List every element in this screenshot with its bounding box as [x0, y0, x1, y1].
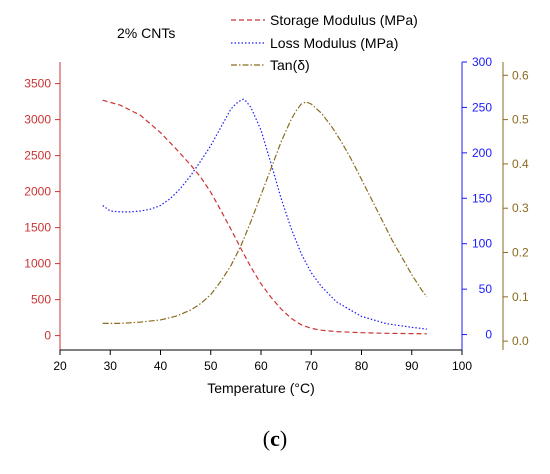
loss-axis-tick-label: 250 — [472, 100, 492, 114]
left-axis-tick-label: 3000 — [24, 113, 51, 127]
x-axis-tick-label: 50 — [204, 359, 218, 373]
loss-axis-tick-label: 0 — [485, 328, 492, 342]
x-axis-title: Temperature (°C) — [207, 380, 315, 396]
loss-axis-tick-label: 50 — [479, 282, 493, 296]
x-axis-tick-label: 60 — [254, 359, 268, 373]
tan-axis-tick-label: 0.5 — [512, 113, 529, 127]
x-axis-tick-label: 40 — [154, 359, 168, 373]
tan-axis-tick-label: 0.4 — [512, 157, 529, 171]
left-axis-tick-label: 1500 — [24, 221, 51, 235]
panel-label-open: ( — [262, 426, 271, 451]
panel-label: (c) — [0, 426, 550, 452]
loss-axis-tick-label: 100 — [472, 237, 492, 251]
left-axis-tick-label: 3500 — [24, 77, 51, 91]
panel-label-letter: c — [270, 426, 280, 451]
x-axis-tick-label: 80 — [355, 359, 369, 373]
loss-axis-tick-label: 150 — [472, 191, 492, 205]
tan-axis-tick-label: 0.2 — [512, 246, 529, 260]
series-line-loss — [102, 98, 427, 330]
x-axis-tick-label: 30 — [104, 359, 118, 373]
tan-axis-tick-label: 0.6 — [512, 68, 529, 82]
left-axis-tick-label: 1000 — [24, 257, 51, 271]
tan-axis-tick-label: 0.3 — [512, 201, 529, 215]
series-line-tan — [102, 101, 428, 324]
left-axis-tick-label: 500 — [31, 293, 51, 307]
tan-axis-tick-label: 0.1 — [512, 290, 529, 304]
legend-label-storage: Storage Modulus (MPa) — [270, 12, 418, 28]
legend-label-loss: Loss Modulus (MPa) — [270, 35, 398, 51]
series-line-storage — [102, 99, 427, 335]
x-axis-tick-label: 70 — [305, 359, 319, 373]
loss-axis-tick-label: 300 — [472, 55, 492, 69]
panel-label-close: ) — [279, 426, 288, 451]
left-axis-tick-label: 2000 — [24, 185, 51, 199]
x-axis-tick-label: 20 — [53, 359, 67, 373]
x-axis-tick-label: 100 — [452, 359, 472, 373]
legend-label-tan: Tan(δ) — [270, 57, 310, 73]
chart-title: 2% CNTs — [117, 25, 175, 41]
tan-axis-tick-label: 0.0 — [512, 334, 529, 348]
left-axis-tick-label: 0 — [44, 329, 51, 343]
x-axis-tick-label: 90 — [405, 359, 419, 373]
left-axis-tick-label: 2500 — [24, 149, 51, 163]
loss-axis-tick-label: 200 — [472, 146, 492, 160]
